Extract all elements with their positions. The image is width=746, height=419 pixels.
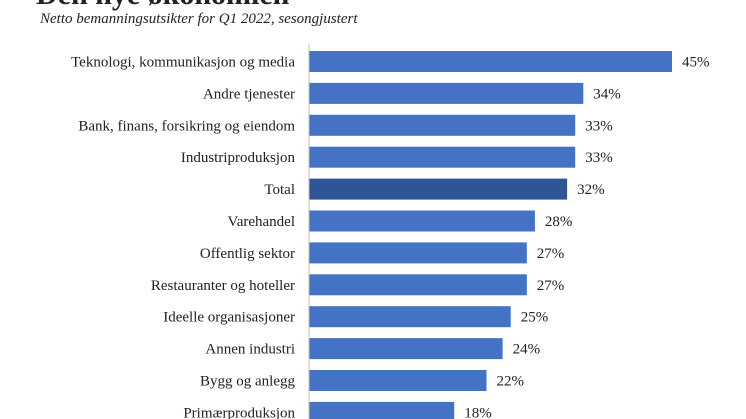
bar-total (309, 178, 568, 200)
value-label-primaerproduksjon: 18% (464, 405, 492, 419)
value-label-industriproduksjon: 33% (585, 150, 613, 166)
value-label-andre-tjenester: 34% (593, 86, 621, 102)
bar-andre-tjenester (309, 82, 584, 104)
bar-offentlig-sektor (309, 242, 527, 264)
category-label-andre-tjenester: Andre tjenester (203, 86, 295, 102)
category-label-annen-industri: Annen industri (205, 342, 295, 358)
bar-teknologi-kommunikasjon-og-media (309, 51, 672, 72)
value-label-bygg-og-anlegg: 22% (497, 374, 525, 390)
chart-title: Den nye økonomien (36, 0, 289, 10)
category-label-ideelle-organisasjoner: Ideelle organisasjoner (163, 310, 295, 326)
category-label-teknologi-kommunikasjon-og-media: Teknologi, kommunikasjon og media (71, 55, 295, 71)
bar-primaerproduksjon (309, 401, 455, 419)
value-label-varehandel: 28% (545, 214, 573, 230)
chart-subtitle: Netto bemanningsutsikter for Q1 2022, se… (40, 11, 358, 27)
bar-annen-industri (309, 338, 503, 360)
category-label-varehandel: Varehandel (228, 214, 295, 230)
bar-varehandel (309, 210, 535, 232)
category-label-offentlig-sektor: Offentlig sektor (200, 246, 295, 262)
value-label-teknologi-kommunikasjon-og-media: 45% (682, 55, 710, 71)
value-label-ideelle-organisasjoner: 25% (521, 310, 549, 326)
value-label-annen-industri: 24% (513, 342, 541, 358)
category-label-total: Total (264, 182, 295, 198)
bar-restauranter-og-hoteller (309, 274, 527, 296)
value-label-bank-finans-forsikring-og-eiendom: 33% (585, 118, 613, 134)
value-label-restauranter-og-hoteller: 27% (537, 278, 565, 294)
bar-bank-finans-forsikring-og-eiendom (309, 114, 576, 136)
category-label-bank-finans-forsikring-og-eiendom: Bank, finans, forsikring og eiendom (78, 118, 295, 134)
bar-bygg-og-anlegg (309, 370, 487, 391)
value-label-total: 32% (577, 182, 605, 198)
category-label-restauranter-og-hoteller: Restauranter og hoteller (151, 278, 295, 294)
category-label-industriproduksjon: Industriproduksjon (181, 150, 296, 166)
bar-industriproduksjon (309, 146, 576, 168)
bar-ideelle-organisasjoner (309, 306, 511, 328)
value-label-offentlig-sektor: 27% (537, 246, 565, 262)
category-label-primaerproduksjon: Primærproduksjon (183, 405, 295, 419)
category-label-bygg-og-anlegg: Bygg og anlegg (200, 374, 295, 390)
